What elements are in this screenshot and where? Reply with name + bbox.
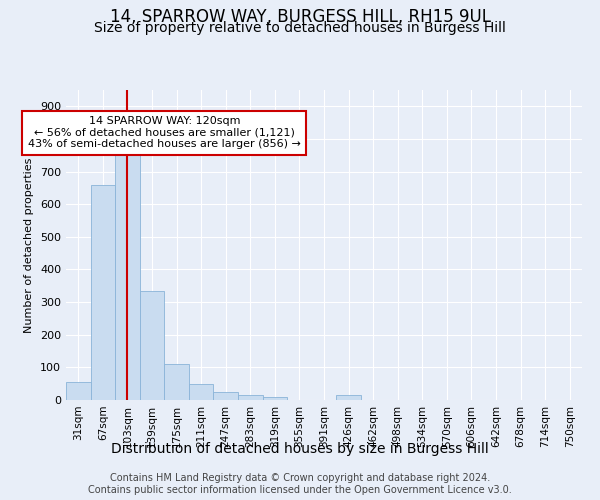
- Bar: [263, 396, 287, 400]
- Bar: [115, 156, 140, 400]
- Y-axis label: Number of detached properties: Number of detached properties: [25, 158, 34, 332]
- Text: 14, SPARROW WAY, BURGESS HILL, RH15 9UL: 14, SPARROW WAY, BURGESS HILL, RH15 9UL: [110, 8, 491, 26]
- Bar: [66, 382, 91, 400]
- Bar: [189, 384, 214, 400]
- Bar: [140, 290, 164, 400]
- Bar: [238, 395, 263, 400]
- Bar: [91, 184, 115, 400]
- Text: Size of property relative to detached houses in Burgess Hill: Size of property relative to detached ho…: [94, 21, 506, 35]
- Text: 14 SPARROW WAY: 120sqm
← 56% of detached houses are smaller (1,121)
43% of semi-: 14 SPARROW WAY: 120sqm ← 56% of detached…: [28, 116, 301, 150]
- Bar: [214, 392, 238, 400]
- Bar: [164, 364, 189, 400]
- Text: Distribution of detached houses by size in Burgess Hill: Distribution of detached houses by size …: [111, 442, 489, 456]
- Bar: [336, 395, 361, 400]
- Text: Contains HM Land Registry data © Crown copyright and database right 2024.
Contai: Contains HM Land Registry data © Crown c…: [88, 474, 512, 495]
